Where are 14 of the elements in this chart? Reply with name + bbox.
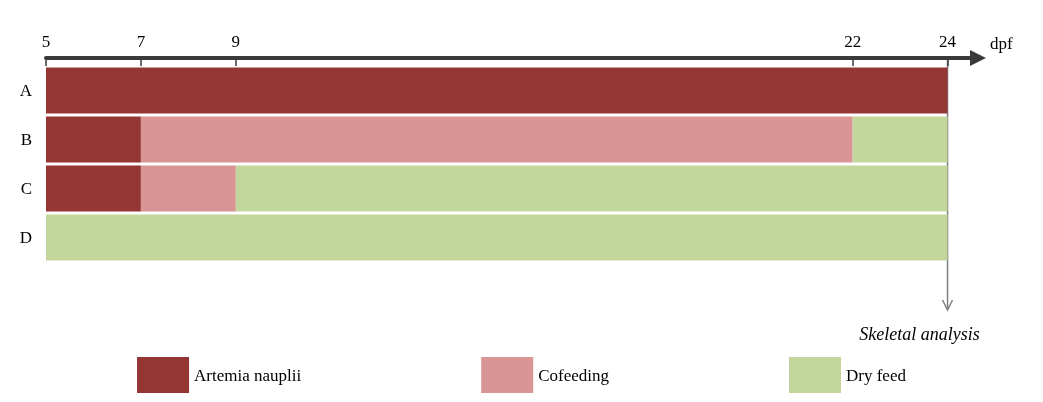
- y-tick-label: D: [19, 228, 32, 247]
- y-tick-label: C: [20, 179, 32, 198]
- legend-label: Dry feed: [846, 365, 907, 385]
- x-tick-label: 24: [939, 32, 957, 51]
- ref-line-label: Skeletal analysis: [859, 324, 980, 344]
- y-tick-label: B: [20, 130, 32, 149]
- x-tick-label: 9: [231, 32, 241, 51]
- x-tick-label: 22: [844, 32, 862, 51]
- x-tick-label: 7: [136, 32, 146, 51]
- legend-label: Cofeeding: [538, 365, 610, 385]
- x-tick-label: 5: [41, 32, 51, 51]
- x-axis-title: dpf: [990, 34, 1013, 53]
- legend-label: Artemia nauplii: [194, 365, 302, 385]
- y-tick-label: A: [19, 81, 33, 100]
